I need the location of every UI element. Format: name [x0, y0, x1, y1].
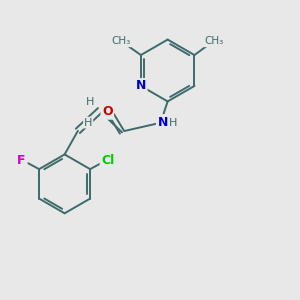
Text: N: N: [136, 80, 146, 92]
Text: CH₃: CH₃: [204, 36, 223, 46]
Text: H: H: [86, 97, 95, 107]
Text: F: F: [17, 154, 26, 167]
Text: N: N: [158, 116, 168, 128]
Text: O: O: [102, 105, 112, 118]
Text: H: H: [84, 118, 92, 128]
Text: Cl: Cl: [101, 154, 114, 167]
Text: H: H: [169, 118, 177, 128]
Text: CH₃: CH₃: [112, 36, 131, 46]
